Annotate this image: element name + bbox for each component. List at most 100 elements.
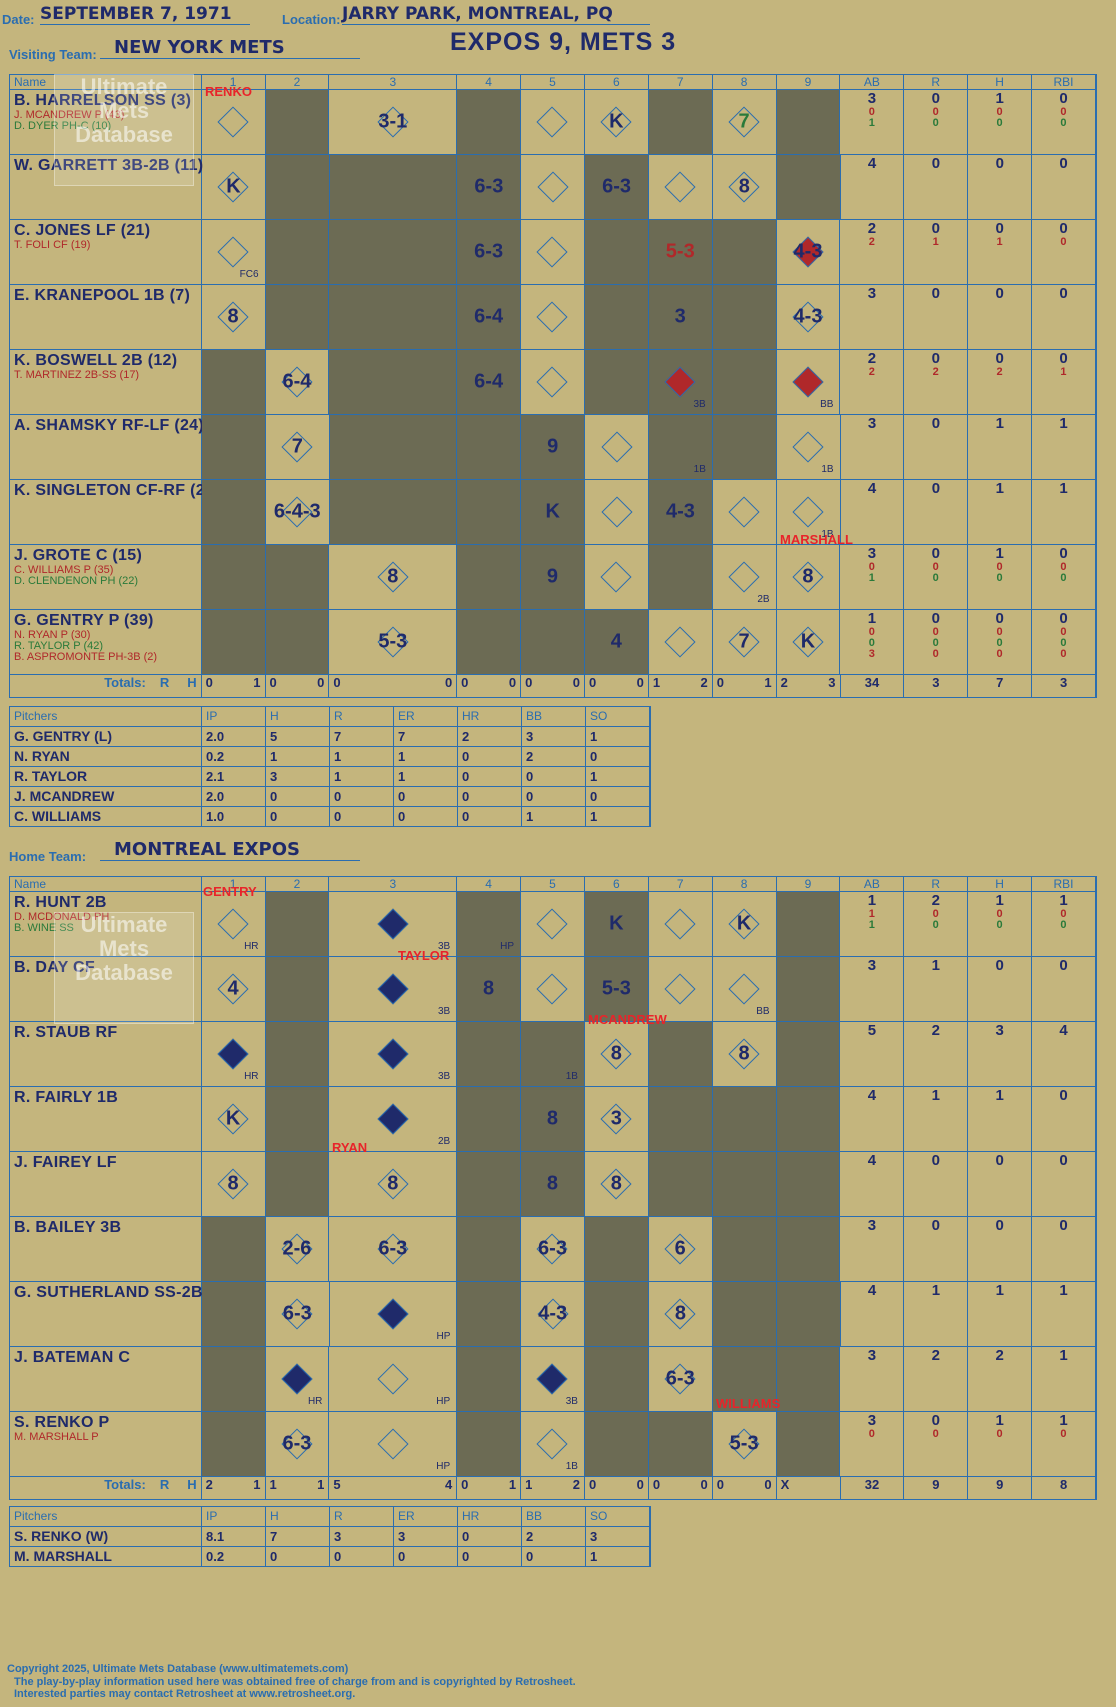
- stat-r: 0: [904, 285, 969, 349]
- play-notation: K: [225, 1107, 241, 1130]
- batter-name-cell: K. BOSWELL 2B (12) T. MARTINEZ 2B-SS (17): [10, 350, 202, 414]
- play-notation: 8: [227, 305, 239, 328]
- visiting-scoresheet: Name 1 2 3 4 5 6 7 8 9 AB R H RBI B. HARRELSON SS (3) J…: [9, 74, 1097, 698]
- inning-cell: [712, 220, 777, 284]
- inning-cell: [776, 155, 841, 219]
- stat-value: 3: [867, 1412, 877, 1429]
- stat-rbi: 0: [1032, 1152, 1096, 1216]
- inning-cell: 8: [649, 1282, 713, 1346]
- base-diamond: [377, 1298, 409, 1330]
- pitchers-header-r: R: [330, 1507, 394, 1526]
- inning-cell: [585, 545, 649, 609]
- totals-r-label: R: [159, 1477, 170, 1492]
- batter-name-cell: E. KRANEPOOL 1B (7): [10, 285, 202, 349]
- play-notation: 6-4: [282, 370, 312, 393]
- inning-cell: K: [585, 90, 649, 154]
- stat-r: 0: [904, 1152, 969, 1216]
- inning-cell: 4: [584, 610, 649, 674]
- inning-hits: 1: [764, 675, 772, 690]
- batter-name: B. DAY CF: [14, 959, 95, 976]
- inning-runs: 0: [588, 1477, 597, 1492]
- stat-value: 1: [867, 892, 877, 909]
- stat-value: 0: [932, 1428, 939, 1440]
- stat-value: 0: [1060, 908, 1067, 920]
- inning-hits: 1: [253, 1477, 261, 1492]
- base-diamond: [377, 1038, 409, 1070]
- stat-rbi: 1: [1032, 1347, 1096, 1411]
- inning-hits: 0: [317, 675, 325, 690]
- inning-cell: [457, 90, 522, 154]
- stat-ab: 4: [841, 480, 905, 544]
- batter-name-cell: R. HUNT 2B D. MCDONALD PH B. WINE SS: [10, 892, 202, 956]
- inning-cell: 8: [521, 1152, 585, 1216]
- stat-value: 1: [995, 545, 1004, 562]
- visiting-team-name: NEW YORK METS: [100, 37, 360, 59]
- stat-r: 0: [904, 480, 969, 544]
- batter-row: B. BAILEY 3B 2-6 6-3 6-3 6 3 0 0 0: [9, 1216, 1097, 1281]
- batter-name-cell: J. BATEMAN C: [10, 1347, 202, 1411]
- pitcher-er: 1: [394, 767, 458, 786]
- stat-value: 2: [931, 1022, 940, 1039]
- inning-cell: [712, 1087, 777, 1151]
- stat-value: 0: [1060, 117, 1067, 129]
- play-notation: K: [226, 175, 241, 198]
- stat-value: 0: [995, 1217, 1004, 1234]
- stat-rbi: 1: [1032, 1282, 1097, 1346]
- inning-cell: [712, 350, 777, 414]
- stat-value: 0: [931, 545, 940, 562]
- inning-cell: 6-3: [266, 1282, 330, 1346]
- inning-cell: 5-3: [329, 610, 458, 674]
- stat-value: 0: [868, 561, 875, 573]
- inning-cell: [584, 1347, 649, 1411]
- batter-name: S. RENKO P: [14, 1414, 110, 1431]
- inning-cell: [521, 285, 585, 349]
- totals-ab: 32: [841, 1477, 905, 1499]
- batter-row: G. SUTHERLAND SS-2B 6-3 HP 4-3 8 4 1 1 1: [9, 1281, 1097, 1346]
- base-diamond: [792, 431, 824, 463]
- batter-name: G. SUTHERLAND SS-2B: [14, 1284, 203, 1301]
- stat-value: 1: [931, 957, 940, 974]
- stat-value: 0: [931, 220, 940, 237]
- base-diamond: [377, 1103, 409, 1135]
- inning-cell: [521, 220, 585, 284]
- pitcher-ip: 2.1: [202, 767, 266, 786]
- inning-cell: [457, 1282, 522, 1346]
- stat-value: 1: [1059, 415, 1068, 432]
- pitchers-header-er: ER: [394, 1507, 458, 1526]
- base-diamond: [601, 431, 633, 463]
- inning-runs: 0: [716, 1477, 724, 1492]
- batter-name: J. FAIREY LF: [14, 1154, 117, 1171]
- stat-rbi: 4: [1032, 1022, 1096, 1086]
- inning-cell: 3B: [329, 957, 458, 1021]
- play-notation: HR: [307, 1396, 323, 1407]
- base-diamond: [664, 366, 696, 398]
- stat-value: 0: [932, 572, 939, 584]
- inning-hits: 1: [253, 675, 261, 690]
- play-notation: 1B: [821, 529, 834, 540]
- stat-value: 4: [867, 480, 877, 497]
- inning-cell: 3B: [521, 1347, 585, 1411]
- batter-name-cell: J. GROTE C (15) C. WILLIAMS P (35) D. CLEN…: [10, 545, 202, 609]
- stat-value: 1: [1059, 480, 1068, 497]
- stat-value: 2: [931, 892, 940, 909]
- location-value: JARRY PARK, MONTREAL, PQ: [342, 4, 650, 25]
- stat-value: 1: [1059, 1412, 1068, 1429]
- inning-hits: 1: [317, 1477, 325, 1492]
- stat-rbi: 1: [1032, 415, 1097, 479]
- header-name: Name: [10, 75, 202, 89]
- watermark-logo: Ultimate Mets Database: [54, 74, 194, 186]
- stat-value: 1: [995, 90, 1004, 107]
- inning-hits: 4: [444, 1477, 453, 1492]
- play-notation: 1B: [693, 464, 706, 475]
- stat-value: 0: [995, 957, 1004, 974]
- inning-cell: [457, 610, 522, 674]
- substitute-name: T. FOLI CF (19): [14, 239, 91, 251]
- batter-row: B. DAY CF 4 3B 8 5-3 BB 3 1 0 0: [9, 956, 1097, 1021]
- base-diamond: [728, 496, 760, 528]
